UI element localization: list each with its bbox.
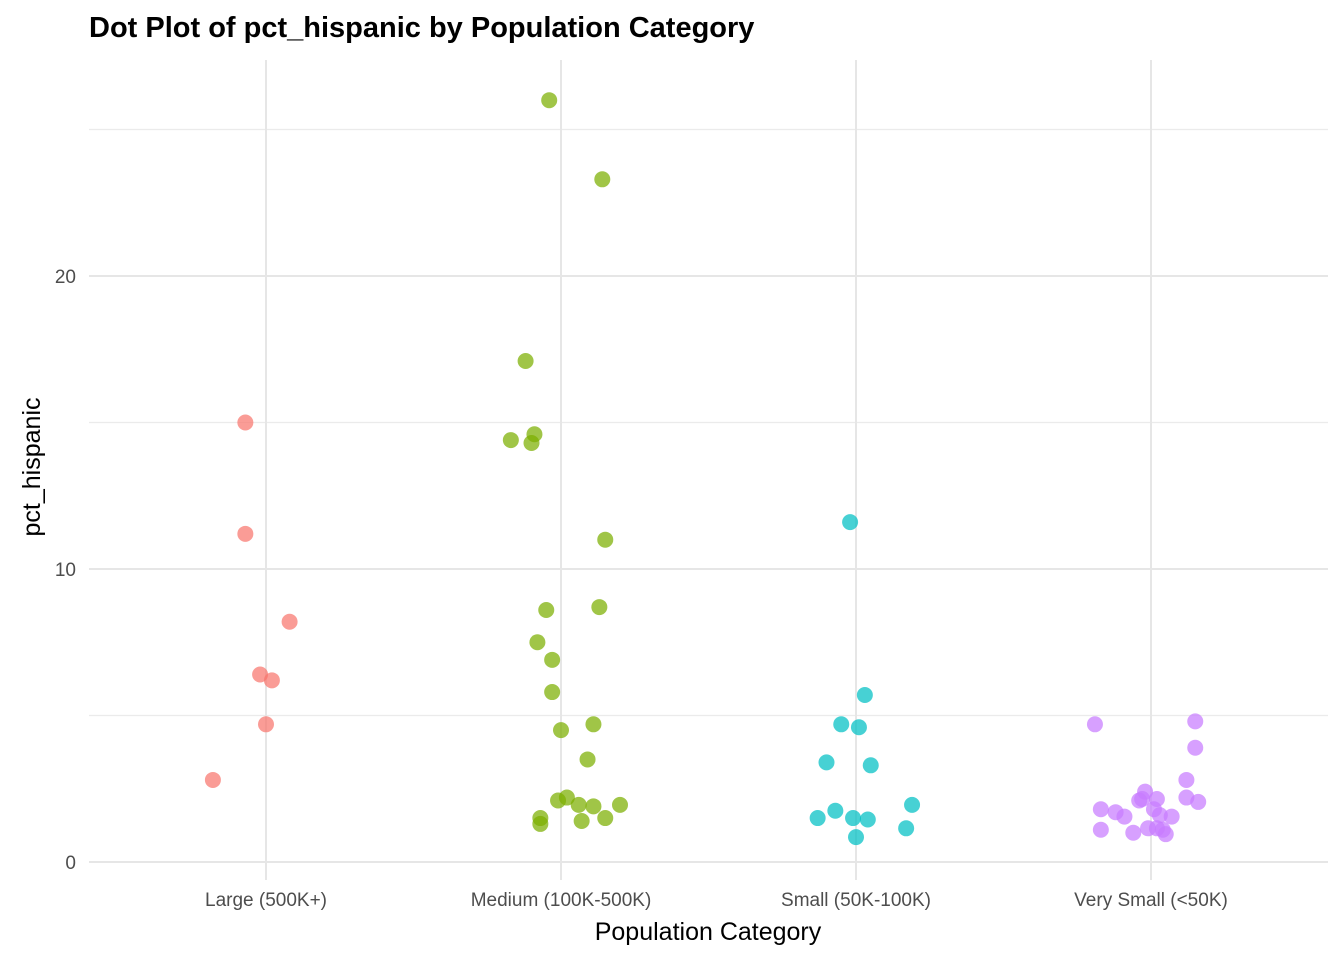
x-tick-label: Large (500K+) xyxy=(205,890,327,911)
y-axis-ticks: 0 10 20 xyxy=(55,267,76,874)
data-point xyxy=(856,686,873,703)
data-point xyxy=(517,352,534,369)
data-point xyxy=(570,796,587,813)
data-point xyxy=(1086,716,1103,733)
data-point xyxy=(263,672,280,689)
plot-grid xyxy=(89,60,1328,880)
x-axis-ticks: Large (500K+) Medium (100K-500K) Small (50… xyxy=(205,890,1228,911)
data-point xyxy=(1092,821,1109,838)
data-point xyxy=(597,810,614,827)
data-point xyxy=(558,789,575,806)
data-point xyxy=(579,751,596,768)
chart-title: Dot Plot of pct_hispanic by Population C… xyxy=(89,12,754,44)
data-point xyxy=(850,719,867,736)
data-point xyxy=(1116,808,1133,825)
data-point xyxy=(898,820,915,837)
data-point xyxy=(252,666,269,683)
x-tick-label: Medium (100K-500K) xyxy=(471,890,652,911)
data-point xyxy=(1178,771,1195,788)
data-point xyxy=(1092,801,1109,818)
data-point xyxy=(237,525,254,542)
data-point xyxy=(204,771,221,788)
data-point xyxy=(532,815,549,832)
data-point xyxy=(544,684,561,701)
data-point xyxy=(529,634,546,651)
series-3 xyxy=(809,514,921,846)
series-4 xyxy=(1086,713,1207,843)
data-point xyxy=(541,92,558,109)
data-point xyxy=(258,716,274,733)
x-tick-label: Very Small (<50K) xyxy=(1074,890,1228,911)
data-points xyxy=(204,92,1207,846)
x-axis-title: Population Category xyxy=(595,918,822,946)
data-point xyxy=(809,810,826,827)
series-2 xyxy=(502,92,628,832)
y-tick-label: 20 xyxy=(55,267,76,288)
data-point xyxy=(281,613,298,630)
data-point xyxy=(862,757,879,774)
data-point xyxy=(845,810,862,827)
y-axis-title: pct_hispanic xyxy=(18,398,46,537)
data-point xyxy=(1190,793,1207,810)
data-point xyxy=(833,716,850,733)
data-point xyxy=(818,754,835,771)
data-point xyxy=(591,599,608,616)
y-tick-label: 10 xyxy=(55,560,76,581)
data-point xyxy=(848,829,864,846)
data-point xyxy=(573,812,590,829)
data-point xyxy=(1151,807,1168,824)
data-point xyxy=(859,811,876,828)
data-point xyxy=(1125,824,1142,841)
data-point xyxy=(1187,739,1204,756)
data-point xyxy=(553,722,569,739)
y-tick-label: 0 xyxy=(65,853,76,874)
data-point xyxy=(538,602,555,619)
data-point xyxy=(1187,713,1204,730)
data-point xyxy=(842,514,859,531)
data-point xyxy=(1157,826,1174,843)
data-point xyxy=(585,716,602,733)
data-point xyxy=(904,796,921,813)
series-1 xyxy=(204,414,298,788)
data-point xyxy=(237,414,254,431)
data-point xyxy=(1163,808,1180,825)
data-point xyxy=(523,435,540,452)
data-point xyxy=(544,651,561,668)
data-point xyxy=(612,796,628,813)
data-point xyxy=(597,531,614,548)
data-point xyxy=(1134,791,1151,808)
data-point xyxy=(585,798,602,815)
data-point xyxy=(827,802,844,819)
data-point xyxy=(502,432,519,449)
data-point xyxy=(594,171,611,188)
x-tick-label: Small (50K-100K) xyxy=(781,890,931,911)
